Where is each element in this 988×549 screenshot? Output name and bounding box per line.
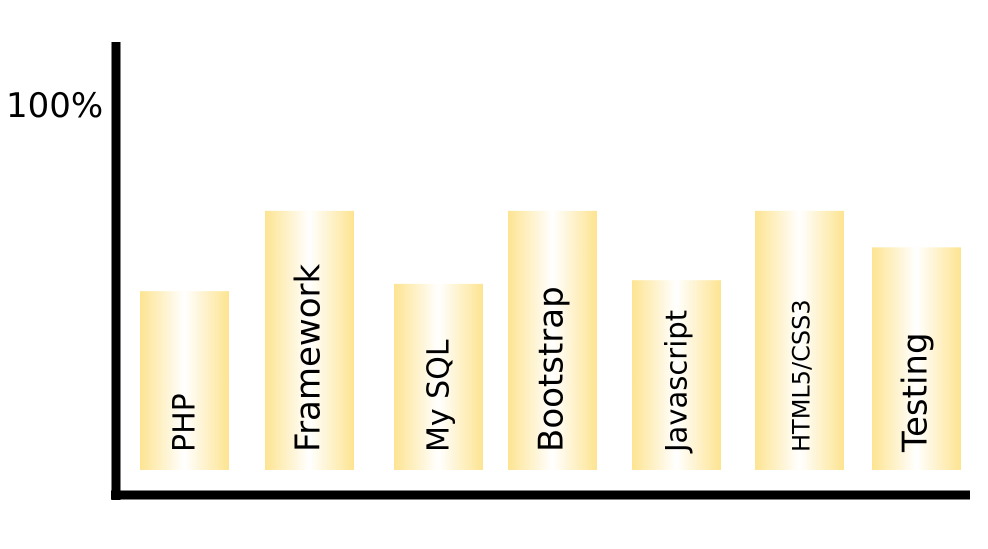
bar-framework (265, 210, 354, 470)
bar-php (140, 291, 229, 470)
y-tick-label-100: 100% (6, 86, 103, 126)
bar-label-framework: Framework (289, 263, 329, 452)
bar-bootstrap (508, 210, 597, 470)
bar-javascript (632, 280, 721, 470)
bar-html5-css3 (755, 210, 844, 470)
bar-label-bootstrap: Bootstrap (532, 286, 572, 452)
bar-label-my-sql: My SQL (422, 339, 457, 452)
bar-label-testing: Testing (896, 332, 936, 453)
bars-group: PHP Framework My SQL Bootstrap Javascript HTM… (140, 210, 961, 470)
bar-label-html5-css3: HTML5/CSS3 (788, 299, 816, 452)
bar-my-sql (394, 283, 483, 470)
bar-label-javascript: Javascript (660, 310, 694, 454)
bar-label-php: PHP (168, 393, 203, 452)
bar-testing (872, 247, 961, 470)
